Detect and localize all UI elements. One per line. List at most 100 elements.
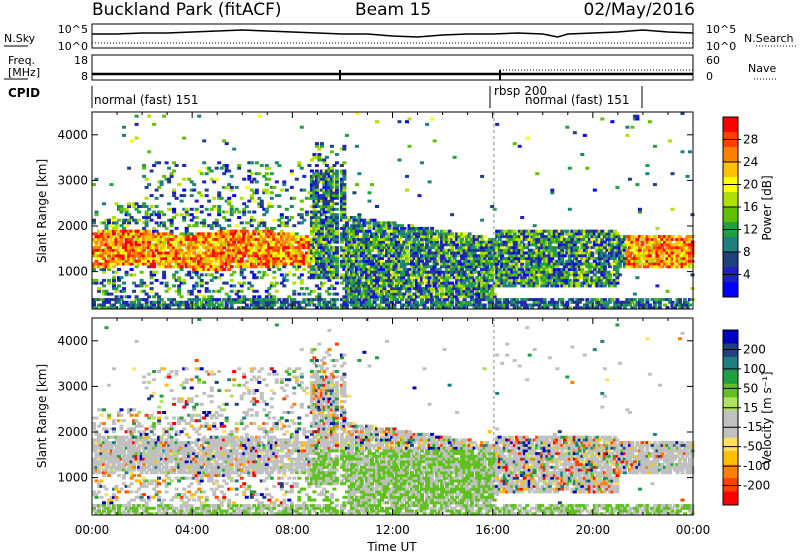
heatmap-cell: [285, 216, 289, 219]
heatmap-cell: [335, 224, 339, 227]
heatmap-cell: [122, 290, 126, 293]
heatmap-cell: [448, 235, 452, 238]
heatmap-cell: [332, 287, 336, 290]
heatmap-cell: [335, 246, 339, 249]
heatmap-cell: [455, 298, 459, 301]
heatmap-cell: [207, 290, 211, 293]
heatmap-cell: [267, 293, 271, 296]
heatmap-cell: [262, 246, 266, 249]
heatmap-cell: [485, 265, 489, 268]
heatmap-cell: [127, 295, 131, 298]
heatmap-cell: [137, 243, 141, 246]
heatmap-cell: [485, 276, 489, 279]
heatmap-cell: [335, 271, 339, 274]
nave-label: Nave: [748, 62, 776, 75]
heatmap-cell: [297, 276, 301, 279]
heatmap-cell: [250, 246, 254, 249]
heatmap-cell: [255, 276, 259, 279]
heatmap-cell: [167, 180, 171, 183]
heatmap-cell: [550, 191, 554, 194]
heatmap-cell: [553, 249, 557, 252]
heatmap-cell: [317, 153, 321, 156]
heatmap-cell: [410, 276, 414, 279]
heatmap-cell: [505, 298, 509, 301]
heatmap-cell: [222, 227, 226, 230]
heatmap-cell: [242, 268, 246, 271]
heatmap-cell: [380, 249, 384, 252]
heatmap-cell: [330, 211, 334, 214]
heatmap-cell: [120, 238, 124, 241]
heatmap-cell: [205, 189, 209, 192]
heatmap-cell: [152, 263, 156, 266]
heatmap-cell: [162, 263, 166, 266]
heatmap-cell: [242, 208, 246, 211]
heatmap-cell: [327, 287, 331, 290]
heatmap-cell: [335, 273, 339, 276]
heatmap-cell: [177, 183, 181, 186]
heatmap-cell: [545, 284, 549, 287]
heatmap-cell: [395, 273, 399, 276]
heatmap-cell: [525, 235, 529, 238]
heatmap-cell: [252, 178, 256, 181]
heatmap-cell: [195, 301, 199, 304]
heatmap-cell: [312, 254, 316, 257]
heatmap-cell: [493, 293, 497, 296]
heatmap-cell: [345, 304, 349, 307]
heatmap-cell: [292, 265, 296, 268]
heatmap-cell: [115, 249, 119, 252]
heatmap-cell: [478, 301, 482, 304]
heatmap-cell: [470, 295, 474, 298]
heatmap-cell: [310, 232, 314, 235]
heatmap-cell: [518, 243, 522, 246]
heatmap-cell: [280, 189, 284, 192]
heatmap-cell: [613, 284, 617, 287]
heatmap-cell: [533, 273, 537, 276]
heatmap-cell: [272, 219, 276, 222]
heatmap-cell: [190, 180, 194, 183]
heatmap-cell: [335, 249, 339, 252]
heatmap-cell: [160, 298, 164, 301]
heatmap-cell: [240, 260, 244, 263]
heatmap-cell: [277, 263, 281, 266]
heatmap-cell: [297, 249, 301, 252]
heatmap-cell: [300, 208, 304, 211]
heatmap-cell: [357, 298, 361, 301]
heatmap-cell: [508, 232, 512, 235]
heatmap-cell: [95, 257, 99, 260]
heatmap-cell: [332, 164, 336, 167]
heatmap-cell: [475, 238, 479, 241]
heatmap-cell: [127, 221, 131, 224]
heatmap-cell: [352, 191, 356, 194]
heatmap-cell: [265, 172, 269, 175]
noise-left-tick-top: 10^5: [58, 23, 88, 36]
heatmap-cell: [383, 230, 387, 233]
heatmap-cell: [127, 219, 131, 222]
heatmap-cell: [297, 293, 301, 296]
heatmap-cell: [110, 224, 114, 227]
heatmap-cell: [205, 194, 209, 197]
heatmap-cell: [443, 295, 447, 298]
heatmap-cell: [152, 227, 156, 230]
heatmap-cell: [317, 211, 321, 214]
heatmap-cell: [335, 153, 339, 156]
heatmap-cell: [312, 235, 316, 238]
heatmap-cell: [463, 298, 467, 301]
heatmap-cell: [500, 246, 504, 249]
heatmap-cell: [250, 189, 254, 192]
heatmap-cell: [172, 208, 176, 211]
heatmap-cell: [102, 279, 106, 282]
heatmap-cell: [167, 167, 171, 170]
heatmap-cell: [210, 170, 214, 173]
heatmap-cell: [115, 295, 119, 298]
heatmap-cell: [445, 273, 449, 276]
heatmap-cell: [357, 216, 361, 219]
heatmap-cell: [480, 219, 484, 222]
heatmap-cell: [132, 273, 136, 276]
heatmap-cell: [550, 298, 554, 301]
heatmap-cell: [115, 202, 119, 205]
heatmap-cell: [140, 284, 144, 287]
heatmap-cell: [357, 221, 361, 224]
heatmap-cell: [155, 189, 159, 192]
heatmap-cell: [373, 284, 377, 287]
heatmap-cell: [245, 265, 249, 268]
